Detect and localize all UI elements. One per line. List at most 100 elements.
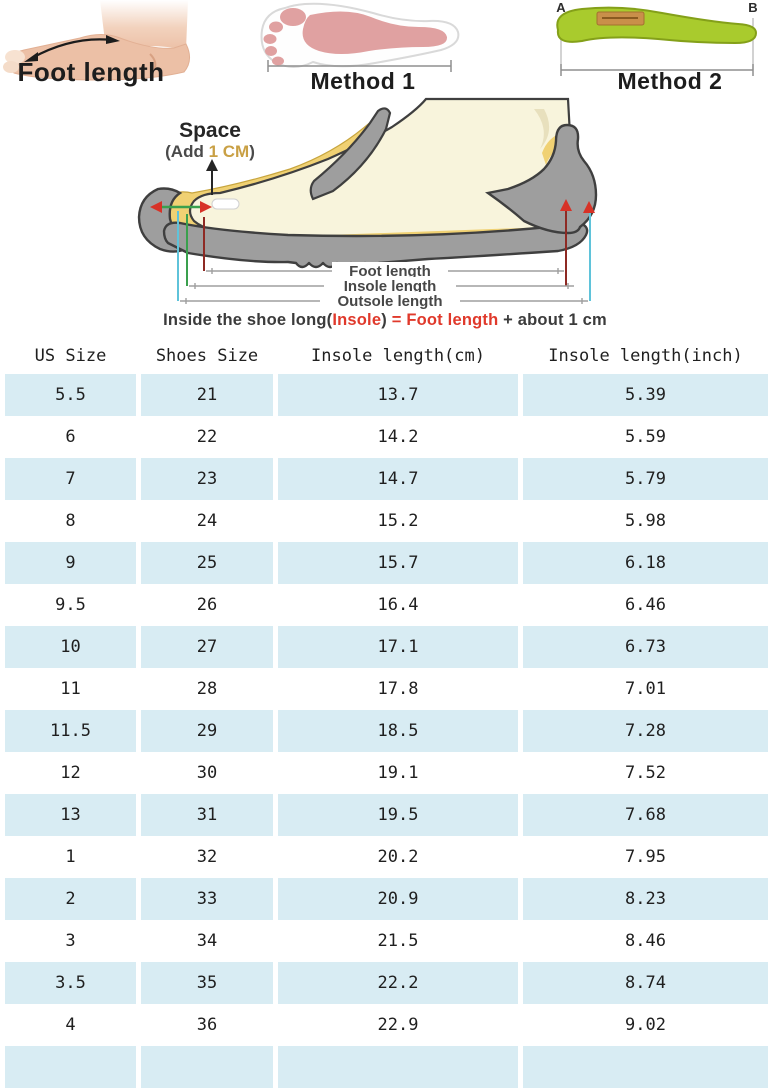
insole-length-dim-label: Insole length	[344, 278, 437, 295]
table-row: 11.5 29 18.5 7.28	[5, 710, 768, 752]
table-row: 13 31 19.5 7.68	[5, 794, 768, 836]
table-cell: 28	[141, 668, 273, 710]
space-add-suffix: )	[249, 142, 255, 161]
table-cell: 8.74	[523, 962, 768, 1004]
foot-photo	[3, 0, 190, 81]
table-cell: 22.9	[278, 1004, 518, 1046]
insole-illustration: A B	[556, 0, 758, 76]
table-cell: 19.1	[278, 752, 518, 794]
footprint-toe	[265, 46, 277, 56]
table-cell: 17.1	[278, 626, 518, 668]
table-cell: 14.2	[278, 416, 518, 458]
method1-figure: Method 1	[255, 0, 470, 95]
space-add-prefix: (Add	[165, 142, 208, 161]
space-subtitle: (Add 1 CM)	[165, 142, 255, 161]
foot-length-label: Foot length	[17, 57, 165, 87]
shoe-front-collar	[309, 107, 392, 201]
table-cell: 36	[141, 1004, 273, 1046]
method2-label: Method 2	[617, 68, 723, 94]
caption-span: )	[381, 311, 392, 329]
size-table-body: 5.5 21 13.7 5.39 6 22 14.2 5.59 7 23 14.7 5.79 8 24 15…	[5, 374, 768, 1088]
leg-photo-shape	[100, 0, 188, 50]
table-cell: 9.02	[523, 1004, 768, 1046]
table-row: 8 24 15.2 5.98	[5, 500, 768, 542]
table-cell: 5.98	[523, 500, 768, 542]
table-row: 2 33 20.9 8.23	[5, 878, 768, 920]
table-cell: 19.5	[278, 794, 518, 836]
table-cell: 13	[5, 794, 136, 836]
table-cell: 22.2	[278, 962, 518, 1004]
size-table-header-row: US Size Shoes Size Insole length(cm) Insole…	[5, 338, 768, 374]
table-cell: 34	[141, 920, 273, 962]
footprint-toe	[263, 34, 277, 44]
table-cell: 8.23	[523, 878, 768, 920]
table-cell: 7.01	[523, 668, 768, 710]
table-cell: 11.5	[5, 710, 136, 752]
table-cell: 17.8	[278, 668, 518, 710]
table-cell: 3.5	[5, 962, 136, 1004]
insole-shape	[556, 6, 758, 45]
table-cell: 5.59	[523, 416, 768, 458]
table-cell: 12	[5, 752, 136, 794]
table-cell: 33	[141, 878, 273, 920]
size-table-section: US Size Shoes Size Insole length(cm) Insole…	[0, 338, 773, 1088]
caption-span: Foot length	[406, 311, 499, 329]
footprint-toe	[269, 21, 283, 33]
table-cell: 30	[141, 752, 273, 794]
table-cell: 8	[5, 500, 136, 542]
table-cell: 6	[5, 416, 136, 458]
column-header: Insole length(inch)	[523, 338, 768, 374]
shoe-cross-section-diagram: Space (Add 1 CM) Foot length Insole leng…	[137, 97, 598, 310]
leg-shading	[534, 109, 550, 149]
toe-marker-left	[150, 201, 162, 213]
caption-span: =	[391, 311, 407, 329]
table-cell	[141, 1046, 273, 1088]
table-row-partial	[5, 1046, 768, 1088]
table-cell: 9	[5, 542, 136, 584]
table-cell: 7.68	[523, 794, 768, 836]
arrowhead-left	[24, 52, 38, 62]
table-cell: 7.52	[523, 752, 768, 794]
toenail-highlight	[211, 198, 240, 210]
table-cell	[523, 1046, 768, 1088]
table-cell: 31	[141, 794, 273, 836]
foot-length-dim-label: Foot length	[349, 263, 431, 280]
footprint-sole	[302, 11, 448, 55]
space-title: Space	[179, 119, 241, 142]
table-row: 11 28 17.8 7.01	[5, 668, 768, 710]
table-cell	[5, 1046, 136, 1088]
table-cell: 9.5	[5, 584, 136, 626]
table-cell: 24	[141, 500, 273, 542]
label-bg	[324, 277, 456, 294]
footprint-illustration	[260, 2, 460, 72]
table-cell: 6.18	[523, 542, 768, 584]
caption-span: Insole	[332, 311, 382, 329]
table-cell: 18.5	[278, 710, 518, 752]
foot-photo-shape	[9, 34, 190, 81]
diagram-caption: Inside the shoe long(Insole) = Foot leng…	[118, 311, 652, 335]
toes-shape	[5, 50, 25, 64]
heel-marker-outer	[583, 201, 595, 213]
table-cell: 15.7	[278, 542, 518, 584]
table-cell: 21	[141, 374, 273, 416]
table-cell: 14.7	[278, 458, 518, 500]
table-row: 10 27 17.1 6.73	[5, 626, 768, 668]
table-cell: 26	[141, 584, 273, 626]
outsole-length-dim-label: Outsole length	[338, 293, 443, 310]
table-cell: 29	[141, 710, 273, 752]
table-row: 9 25 15.7 6.18	[5, 542, 768, 584]
table-cell: 32	[141, 836, 273, 878]
table-cell: 27	[141, 626, 273, 668]
table-cell: 10	[5, 626, 136, 668]
column-header: Insole length(cm)	[278, 338, 518, 374]
table-cell: 20.2	[278, 836, 518, 878]
table-row: 1 32 20.2 7.95	[5, 836, 768, 878]
table-cell: 22	[141, 416, 273, 458]
table-cell: 7.28	[523, 710, 768, 752]
label-bg	[332, 262, 448, 279]
column-header: US Size	[5, 338, 136, 374]
toes-shape2	[3, 61, 19, 73]
table-cell: 8.46	[523, 920, 768, 962]
table-cell: 5.5	[5, 374, 136, 416]
insole-point-a: A	[556, 0, 566, 15]
